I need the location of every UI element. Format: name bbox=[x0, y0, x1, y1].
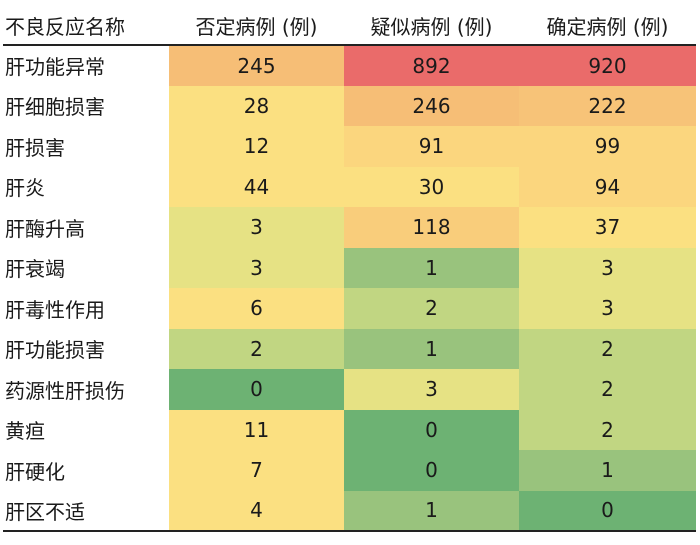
heatmap-row: 肝细胞损害 28 246 222 bbox=[3, 85, 696, 126]
heatmap-cell-suspected: 1 bbox=[344, 328, 519, 369]
heatmap-cell-suspected: 3 bbox=[344, 369, 519, 410]
heatmap-cell-confirmed: 99 bbox=[519, 126, 696, 167]
heatmap-cell-suspected: 246 bbox=[344, 85, 519, 126]
heatmap-cell-confirmed: 2 bbox=[519, 328, 696, 369]
heatmap-cell-negative: 4 bbox=[169, 490, 344, 532]
heatmap-cell-suspected: 1 bbox=[344, 490, 519, 532]
heatmap-cell-negative: 7 bbox=[169, 450, 344, 491]
heatmap-cell-suspected: 118 bbox=[344, 207, 519, 248]
row-label: 肝功能异常 bbox=[3, 45, 169, 86]
heatmap-row: 肝功能异常 245 892 920 bbox=[3, 45, 696, 86]
row-label: 药源性肝损伤 bbox=[3, 369, 169, 410]
heatmap-cell-negative: 3 bbox=[169, 207, 344, 248]
column-header-name: 不良反应名称 bbox=[3, 6, 169, 46]
row-label: 肝细胞损害 bbox=[3, 85, 169, 126]
heatmap-row: 黄疸 11 0 2 bbox=[3, 409, 696, 450]
heatmap-table: 不良反应名称 否定病例 (例) 疑似病例 (例) 确定病例 (例) 肝功能异常 2… bbox=[3, 6, 696, 532]
heatmap-cell-suspected: 91 bbox=[344, 126, 519, 167]
heatmap-cell-confirmed: 1 bbox=[519, 450, 696, 491]
heatmap-row: 肝功能损害 2 1 2 bbox=[3, 328, 696, 369]
heatmap-cell-confirmed: 3 bbox=[519, 288, 696, 329]
row-label: 肝炎 bbox=[3, 166, 169, 207]
heatmap-cell-confirmed: 94 bbox=[519, 166, 696, 207]
heatmap-cell-confirmed: 37 bbox=[519, 207, 696, 248]
heatmap-cell-confirmed: 2 bbox=[519, 409, 696, 450]
heatmap-cell-negative: 2 bbox=[169, 328, 344, 369]
heatmap-row: 药源性肝损伤 0 3 2 bbox=[3, 369, 696, 410]
heatmap-cell-confirmed: 3 bbox=[519, 247, 696, 288]
row-label: 肝硬化 bbox=[3, 450, 169, 491]
heatmap-row: 肝衰竭 3 1 3 bbox=[3, 247, 696, 288]
heatmap-cell-confirmed: 222 bbox=[519, 85, 696, 126]
heatmap-row: 肝酶升高 3 118 37 bbox=[3, 207, 696, 248]
heatmap-row: 肝损害 12 91 99 bbox=[3, 126, 696, 167]
heatmap-cell-negative: 245 bbox=[169, 45, 344, 86]
heatmap-cell-suspected: 0 bbox=[344, 409, 519, 450]
heatmap-cell-negative: 28 bbox=[169, 85, 344, 126]
heatmap-cell-confirmed: 2 bbox=[519, 369, 696, 410]
row-label: 肝功能损害 bbox=[3, 328, 169, 369]
heatmap-row: 肝炎 44 30 94 bbox=[3, 166, 696, 207]
heatmap-cell-suspected: 30 bbox=[344, 166, 519, 207]
heatmap-cell-confirmed: 0 bbox=[519, 490, 696, 532]
heatmap-cell-negative: 3 bbox=[169, 247, 344, 288]
heatmap-cell-suspected: 1 bbox=[344, 247, 519, 288]
heatmap-cell-negative: 12 bbox=[169, 126, 344, 167]
header-row: 不良反应名称 否定病例 (例) 疑似病例 (例) 确定病例 (例) bbox=[3, 6, 696, 46]
row-label: 肝区不适 bbox=[3, 490, 169, 532]
column-header-confirmed: 确定病例 (例) bbox=[519, 6, 696, 46]
row-label: 肝损害 bbox=[3, 126, 169, 167]
heatmap-cell-confirmed: 920 bbox=[519, 45, 696, 86]
heatmap-cell-negative: 6 bbox=[169, 288, 344, 329]
row-label: 肝衰竭 bbox=[3, 247, 169, 288]
heatmap-body: 肝功能异常 245 892 920 肝细胞损害 28 246 222 肝损害 12 91 99 肝炎 44… bbox=[3, 45, 696, 532]
column-header-suspected: 疑似病例 (例) bbox=[344, 6, 519, 46]
heatmap-row: 肝区不适 4 1 0 bbox=[3, 490, 696, 532]
row-label: 肝毒性作用 bbox=[3, 288, 169, 329]
heatmap-cell-suspected: 2 bbox=[344, 288, 519, 329]
column-header-negative: 否定病例 (例) bbox=[169, 6, 344, 46]
heatmap-cell-negative: 0 bbox=[169, 369, 344, 410]
row-label: 肝酶升高 bbox=[3, 207, 169, 248]
heatmap-cell-negative: 44 bbox=[169, 166, 344, 207]
heatmap-cell-negative: 11 bbox=[169, 409, 344, 450]
row-label: 黄疸 bbox=[3, 409, 169, 450]
heatmap-cell-suspected: 892 bbox=[344, 45, 519, 86]
heatmap-row: 肝硬化 7 0 1 bbox=[3, 450, 696, 491]
heatmap-cell-suspected: 0 bbox=[344, 450, 519, 491]
heatmap-row: 肝毒性作用 6 2 3 bbox=[3, 288, 696, 329]
